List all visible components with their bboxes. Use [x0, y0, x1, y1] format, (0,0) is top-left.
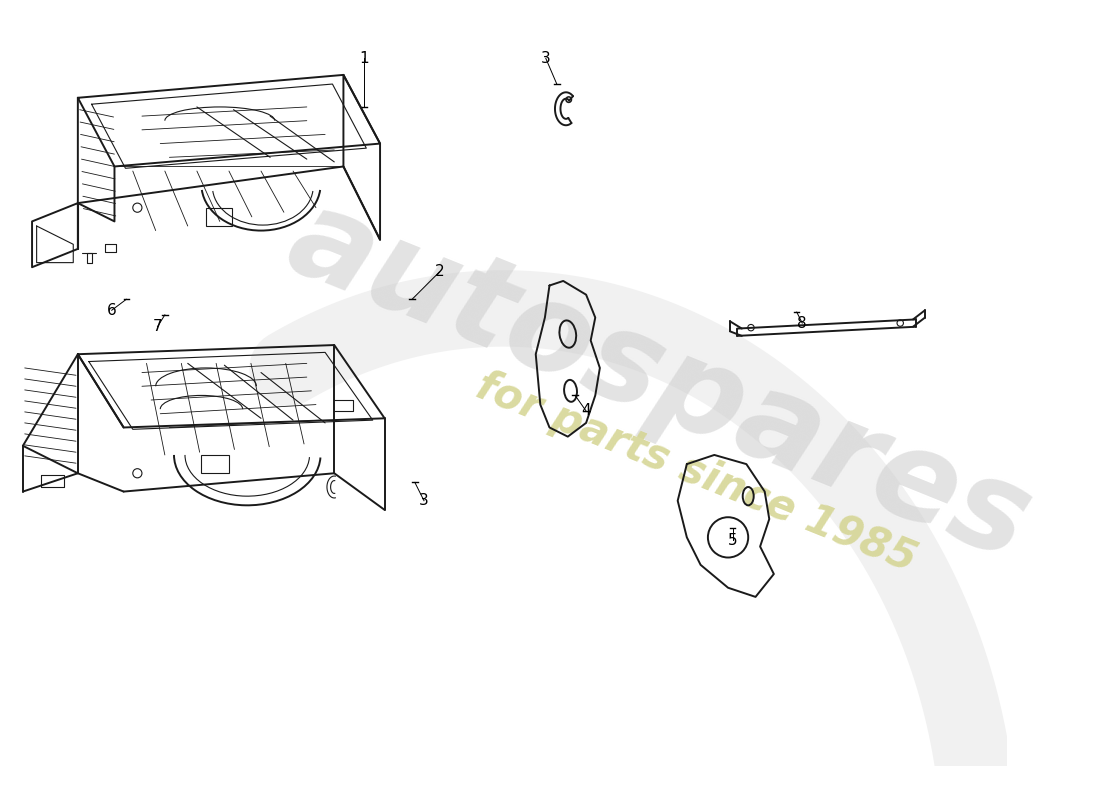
Text: 7: 7 [153, 319, 163, 334]
Text: 2: 2 [434, 264, 444, 279]
Bar [206, 208, 232, 226]
Text: for parts since 1985: for parts since 1985 [470, 366, 922, 581]
Text: 5: 5 [728, 533, 737, 548]
Text: 1: 1 [360, 51, 370, 66]
Text: 4: 4 [581, 403, 591, 418]
Text: autospares: autospares [272, 178, 1047, 586]
Bar [201, 455, 229, 474]
Text: 8: 8 [798, 315, 807, 330]
Text: 3: 3 [541, 51, 551, 66]
Text: 3: 3 [419, 494, 429, 508]
Text: 6: 6 [107, 302, 117, 318]
